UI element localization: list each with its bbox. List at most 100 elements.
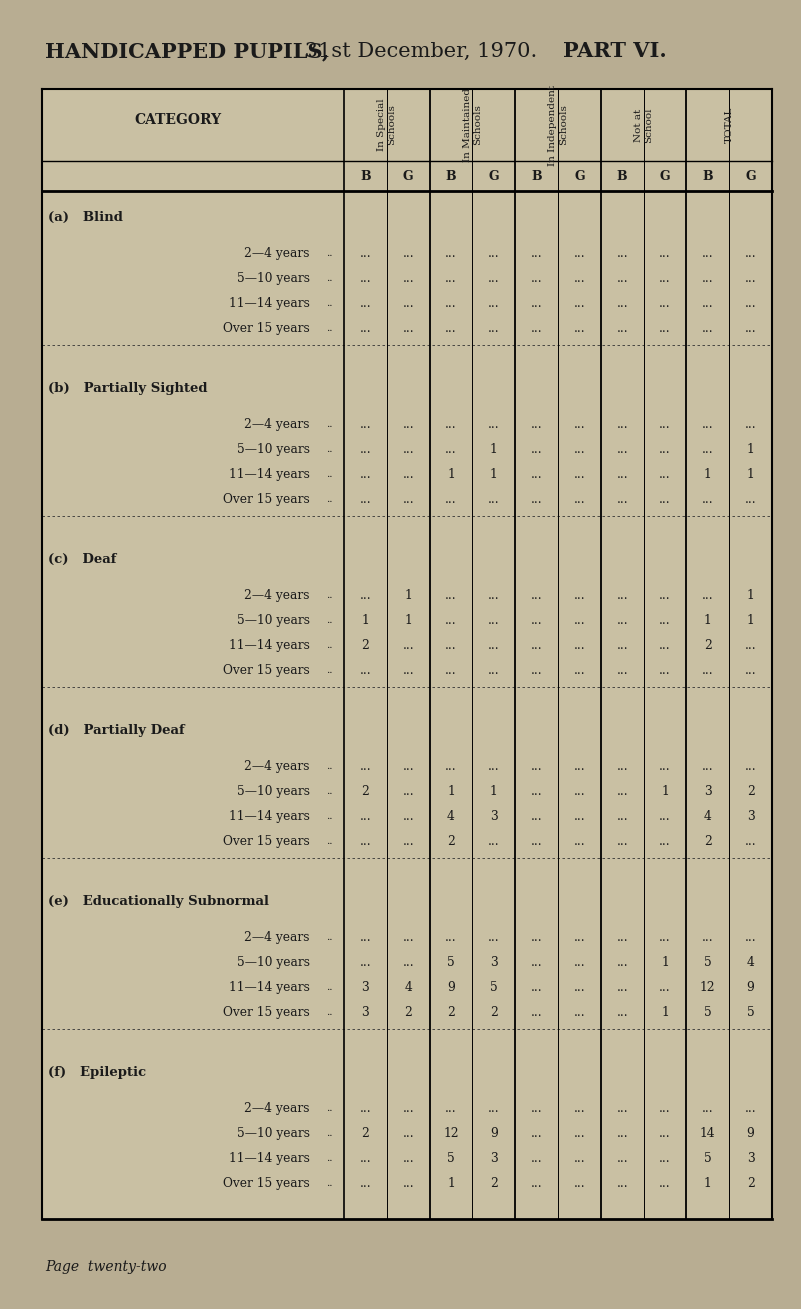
Text: ...: ... xyxy=(574,247,586,260)
Text: ...: ... xyxy=(617,835,628,848)
Text: ...: ... xyxy=(574,980,586,994)
Text: ...: ... xyxy=(360,761,371,774)
Text: In Independent
Schools: In Independent Schools xyxy=(549,85,568,165)
Text: ...: ... xyxy=(360,442,371,456)
Text: 2—4 years: 2—4 years xyxy=(244,931,310,944)
Text: 1: 1 xyxy=(661,956,669,969)
Text: Over 15 years: Over 15 years xyxy=(223,664,310,677)
Text: In Special
Schools: In Special Schools xyxy=(377,98,396,152)
Text: ...: ... xyxy=(360,1177,371,1190)
Text: ...: ... xyxy=(659,493,670,507)
Text: 1: 1 xyxy=(447,469,455,480)
Text: ...: ... xyxy=(402,1127,414,1140)
Text: ...: ... xyxy=(360,664,371,677)
Text: ...: ... xyxy=(574,931,586,944)
Text: G: G xyxy=(745,169,756,182)
Text: ...: ... xyxy=(617,614,628,627)
Text: ...: ... xyxy=(531,810,542,823)
Text: ...: ... xyxy=(360,1152,371,1165)
Text: 14: 14 xyxy=(700,1127,715,1140)
Text: 5: 5 xyxy=(490,980,497,994)
Text: G: G xyxy=(403,169,413,182)
Bar xyxy=(42,89,772,1219)
Text: ...: ... xyxy=(745,639,756,652)
Text: 2: 2 xyxy=(405,1007,413,1018)
Text: G: G xyxy=(660,169,670,182)
Text: 1: 1 xyxy=(704,469,711,480)
Text: ...: ... xyxy=(488,664,500,677)
Text: 3: 3 xyxy=(747,810,755,823)
Text: 1: 1 xyxy=(747,442,755,456)
Text: 5—10 years: 5—10 years xyxy=(237,272,310,285)
Text: Over 15 years: Over 15 years xyxy=(223,1177,310,1190)
Text: ...: ... xyxy=(445,664,457,677)
Text: ...: ... xyxy=(659,589,670,602)
Text: ...: ... xyxy=(617,639,628,652)
Text: ...: ... xyxy=(445,761,457,774)
Text: ...: ... xyxy=(402,418,414,431)
Text: 1: 1 xyxy=(361,614,369,627)
Text: ..: .. xyxy=(326,666,332,675)
Text: ...: ... xyxy=(617,322,628,335)
Text: ...: ... xyxy=(531,418,542,431)
Text: ...: ... xyxy=(745,418,756,431)
Text: Over 15 years: Over 15 years xyxy=(223,493,310,507)
Text: ...: ... xyxy=(574,418,586,431)
Text: (b)   Partially Sighted: (b) Partially Sighted xyxy=(48,382,207,395)
Text: ...: ... xyxy=(531,1127,542,1140)
Text: ..: .. xyxy=(326,274,332,283)
Text: ...: ... xyxy=(488,761,500,774)
Text: ...: ... xyxy=(617,418,628,431)
Text: ...: ... xyxy=(659,639,670,652)
Text: ...: ... xyxy=(531,493,542,507)
Text: ...: ... xyxy=(617,442,628,456)
Text: ...: ... xyxy=(617,810,628,823)
Text: ...: ... xyxy=(445,493,457,507)
Text: ..: .. xyxy=(326,1155,332,1162)
Text: ...: ... xyxy=(702,272,714,285)
Text: ...: ... xyxy=(402,931,414,944)
Text: 12: 12 xyxy=(700,980,715,994)
Text: ...: ... xyxy=(659,664,670,677)
Text: ...: ... xyxy=(445,247,457,260)
Text: ...: ... xyxy=(360,589,371,602)
Text: ...: ... xyxy=(574,639,586,652)
Text: ...: ... xyxy=(659,418,670,431)
Text: PART VI.: PART VI. xyxy=(563,41,666,62)
Text: 2—4 years: 2—4 years xyxy=(244,418,310,431)
Text: ...: ... xyxy=(402,322,414,335)
Text: ...: ... xyxy=(617,761,628,774)
Text: (f)   Epileptic: (f) Epileptic xyxy=(48,1066,146,1079)
Text: 2: 2 xyxy=(447,835,455,848)
Text: ...: ... xyxy=(488,418,500,431)
Text: Over 15 years: Over 15 years xyxy=(223,322,310,335)
Text: ...: ... xyxy=(574,1127,586,1140)
Text: 3: 3 xyxy=(361,980,369,994)
Text: ...: ... xyxy=(402,493,414,507)
Text: ...: ... xyxy=(531,1152,542,1165)
Text: ...: ... xyxy=(702,297,714,310)
Text: B: B xyxy=(531,169,542,182)
Text: ..: .. xyxy=(326,812,332,821)
Text: 5: 5 xyxy=(447,1152,455,1165)
Text: ...: ... xyxy=(531,980,542,994)
Text: ...: ... xyxy=(659,1102,670,1115)
Text: 4: 4 xyxy=(704,810,712,823)
Text: ...: ... xyxy=(445,442,457,456)
Text: ...: ... xyxy=(574,589,586,602)
Text: ..: .. xyxy=(326,1103,332,1113)
Text: ...: ... xyxy=(360,493,371,507)
Text: 5: 5 xyxy=(704,1152,711,1165)
Text: ...: ... xyxy=(659,835,670,848)
Text: ...: ... xyxy=(402,1177,414,1190)
Text: ...: ... xyxy=(617,1177,628,1190)
Text: 1: 1 xyxy=(405,589,412,602)
Text: ...: ... xyxy=(659,247,670,260)
Text: ...: ... xyxy=(445,614,457,627)
Text: 12: 12 xyxy=(443,1127,459,1140)
Text: 1: 1 xyxy=(747,614,755,627)
Text: ...: ... xyxy=(402,272,414,285)
Text: 2: 2 xyxy=(490,1177,497,1190)
Text: 2: 2 xyxy=(747,785,755,798)
Text: ...: ... xyxy=(617,247,628,260)
